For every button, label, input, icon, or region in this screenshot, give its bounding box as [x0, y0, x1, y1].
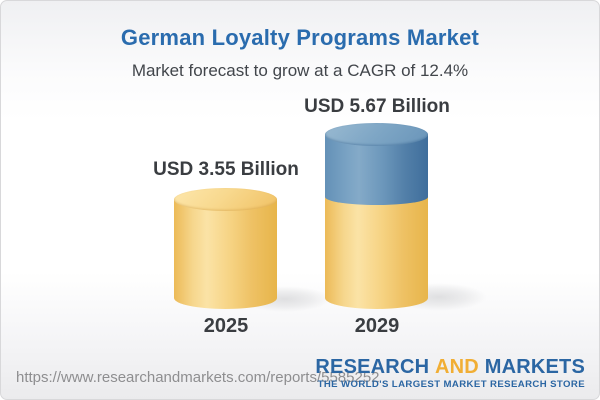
report-url: https://www.researchandmarkets.com/repor…: [16, 369, 380, 386]
logo-word-markets: MARKETS: [484, 356, 585, 378]
bar-2029-cylinder-top: [325, 123, 428, 146]
chart-title: German Loyalty Programs Market: [120, 25, 480, 50]
research-and-markets-logo: RESEARCH AND MARKETS THE WORLD'S LARGEST…: [315, 357, 585, 390]
bar-2029-value-label: USD 5.67 Billion: [304, 96, 450, 117]
bar-2029-base-segment: [325, 196, 428, 309]
logo-word-research: RESEARCH: [315, 356, 430, 378]
bar-2025-cylinder-top: [174, 188, 277, 211]
bar-2025-cylinder: [174, 199, 277, 309]
bar-2029-year-label: 2029: [354, 315, 400, 337]
chart-subtitle: Market forecast to grow at a CAGR of 12.…: [131, 61, 469, 80]
bar-2025-value-label: USD 3.55 Billion: [153, 159, 299, 180]
logo-wordmark: RESEARCH AND MARKETS: [315, 357, 585, 377]
bar-2025-year-label: 2025: [203, 315, 249, 337]
logo-tagline: THE WORLD'S LARGEST MARKET RESEARCH STOR…: [317, 379, 585, 390]
logo-word-and: AND: [435, 356, 479, 378]
